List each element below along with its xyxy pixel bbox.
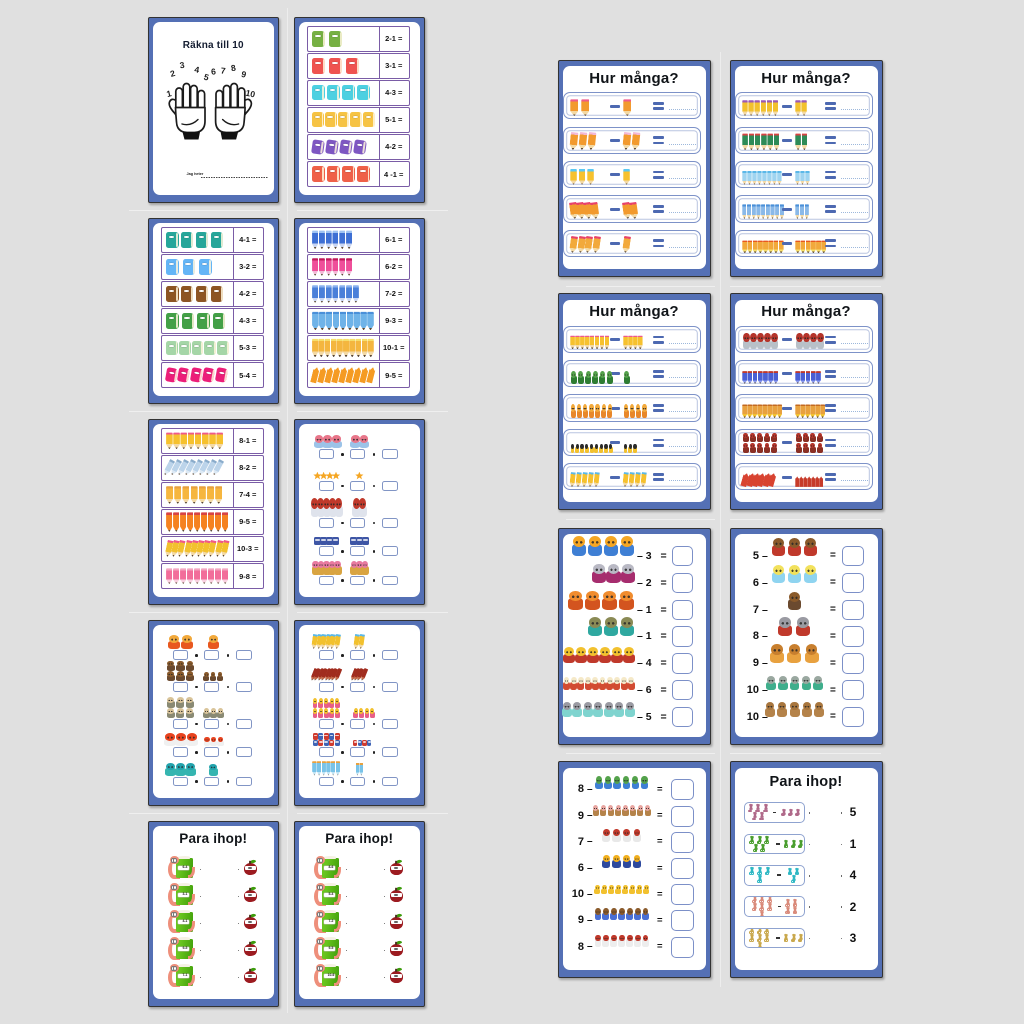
svg-text:4: 4 xyxy=(193,64,200,75)
svg-text:5: 5 xyxy=(202,71,210,82)
svg-text:1: 1 xyxy=(165,88,172,99)
svg-text:8: 8 xyxy=(230,62,237,73)
svg-text:2: 2 xyxy=(168,67,176,78)
svg-text:3: 3 xyxy=(179,59,185,70)
svg-text:7: 7 xyxy=(220,65,226,75)
svg-text:6: 6 xyxy=(210,66,216,76)
svg-text:9: 9 xyxy=(240,68,247,79)
svg-text:10: 10 xyxy=(244,87,256,99)
